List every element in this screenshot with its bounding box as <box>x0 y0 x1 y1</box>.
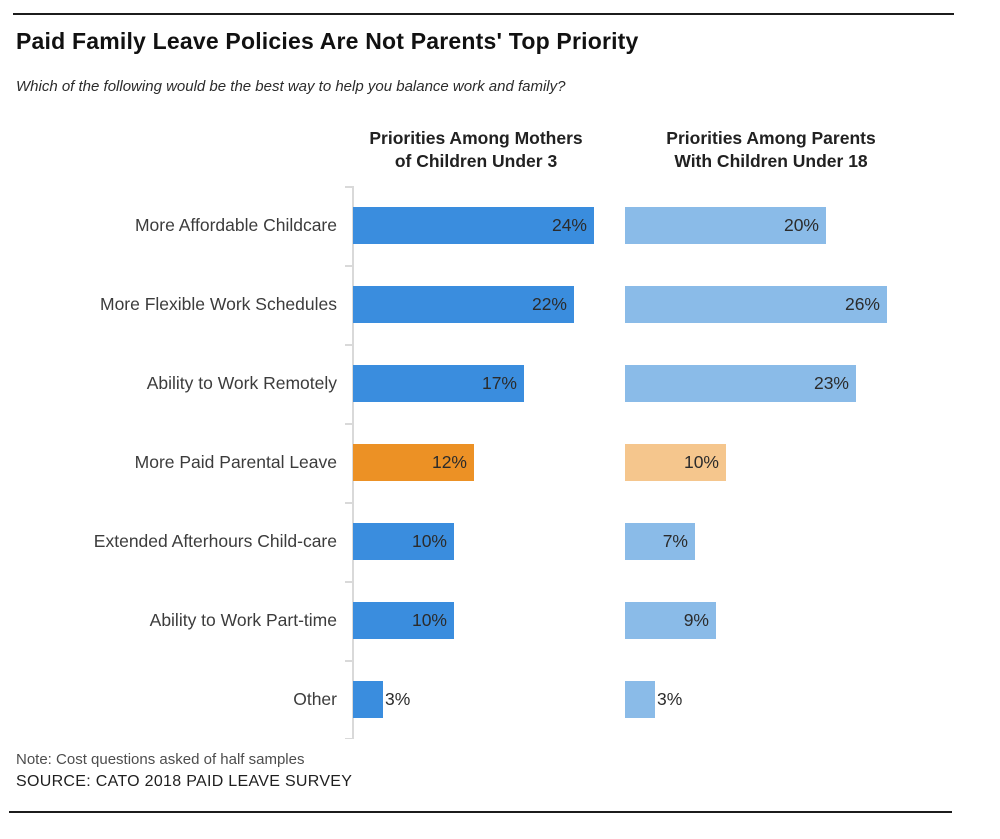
category-label: Other <box>293 689 337 709</box>
chart-row: Other 3% 3% <box>0 660 1000 739</box>
column-header-parents: Priorities Among Parents With Children U… <box>666 128 876 171</box>
category-label: More Paid Parental Leave <box>134 452 337 472</box>
value-label: 22% <box>531 294 567 314</box>
bar-mothers: 3% <box>353 681 410 718</box>
bar-parents: 10% <box>625 444 726 481</box>
column-header-mothers: Priorities Among Mothers of Children Und… <box>369 128 583 171</box>
value-label: 10% <box>411 531 447 551</box>
axis-tick <box>345 502 352 504</box>
chart-row: Ability to Work Remotely 17% 23% <box>0 344 1000 423</box>
axis-tick <box>345 344 352 346</box>
axis-line <box>345 186 354 739</box>
chart-row: Ability to Work Part-time 10% 9% <box>0 581 1000 660</box>
bar-parents: 20% <box>625 207 826 244</box>
bottom-rule <box>9 811 952 813</box>
category-label: More Flexible Work Schedules <box>100 294 337 314</box>
bar-mothers: 22% <box>353 286 574 323</box>
bar-parents: 9% <box>625 602 716 639</box>
value-label: 24% <box>551 215 587 235</box>
bar-mothers: 17% <box>353 365 524 402</box>
bar-mothers: 12% <box>353 444 474 481</box>
chart-row: More Flexible Work Schedules 22% 26% <box>0 265 1000 344</box>
axis-tick <box>345 660 352 662</box>
bar-mothers: 10% <box>353 602 454 639</box>
chart-row: Extended Afterhours Child-care 10% 7% <box>0 502 1000 581</box>
value-label: 12% <box>431 452 467 472</box>
axis-tick <box>345 186 352 188</box>
footnote: Note: Cost questions asked of half sampl… <box>16 751 305 768</box>
category-label: Extended Afterhours Child-care <box>93 531 337 551</box>
chart-row: More Affordable Childcare 24% 20% <box>0 186 1000 265</box>
source-line: SOURCE: CATO 2018 PAID LEAVE SURVEY <box>16 773 353 790</box>
value-label: 20% <box>783 215 819 235</box>
axis-tick <box>345 737 352 739</box>
value-label: 26% <box>844 294 880 314</box>
chart-row: More Paid Parental Leave 12% 10% <box>0 423 1000 502</box>
bar-parents: 23% <box>625 365 856 402</box>
category-label: More Affordable Childcare <box>134 215 337 235</box>
chart-subtitle: Which of the following would be the best… <box>16 78 566 95</box>
value-label: 23% <box>813 373 849 393</box>
chart-title: Paid Family Leave Policies Are Not Paren… <box>16 28 639 54</box>
bar-parents: 7% <box>625 523 695 560</box>
category-label: Ability to Work Part-time <box>149 610 337 630</box>
value-label: 10% <box>411 610 447 630</box>
value-label: 17% <box>481 373 517 393</box>
bar-mothers: 10% <box>353 523 454 560</box>
bar-parents: 3% <box>625 681 682 718</box>
value-label: 10% <box>683 452 719 472</box>
chart-plot-area: More Affordable Childcare 24% 20% More Flex… <box>0 186 1000 739</box>
value-label: 3% <box>657 689 683 709</box>
value-label: 9% <box>683 610 709 630</box>
value-label: 3% <box>385 689 411 709</box>
category-label: Ability to Work Remotely <box>146 373 337 393</box>
axis-tick <box>345 265 352 267</box>
axis-tick <box>345 581 352 583</box>
axis-tick <box>345 423 352 425</box>
top-rule <box>13 13 954 15</box>
bar-parents: 26% <box>625 286 887 323</box>
value-label: 7% <box>662 531 688 551</box>
bar-mothers: 24% <box>353 207 594 244</box>
